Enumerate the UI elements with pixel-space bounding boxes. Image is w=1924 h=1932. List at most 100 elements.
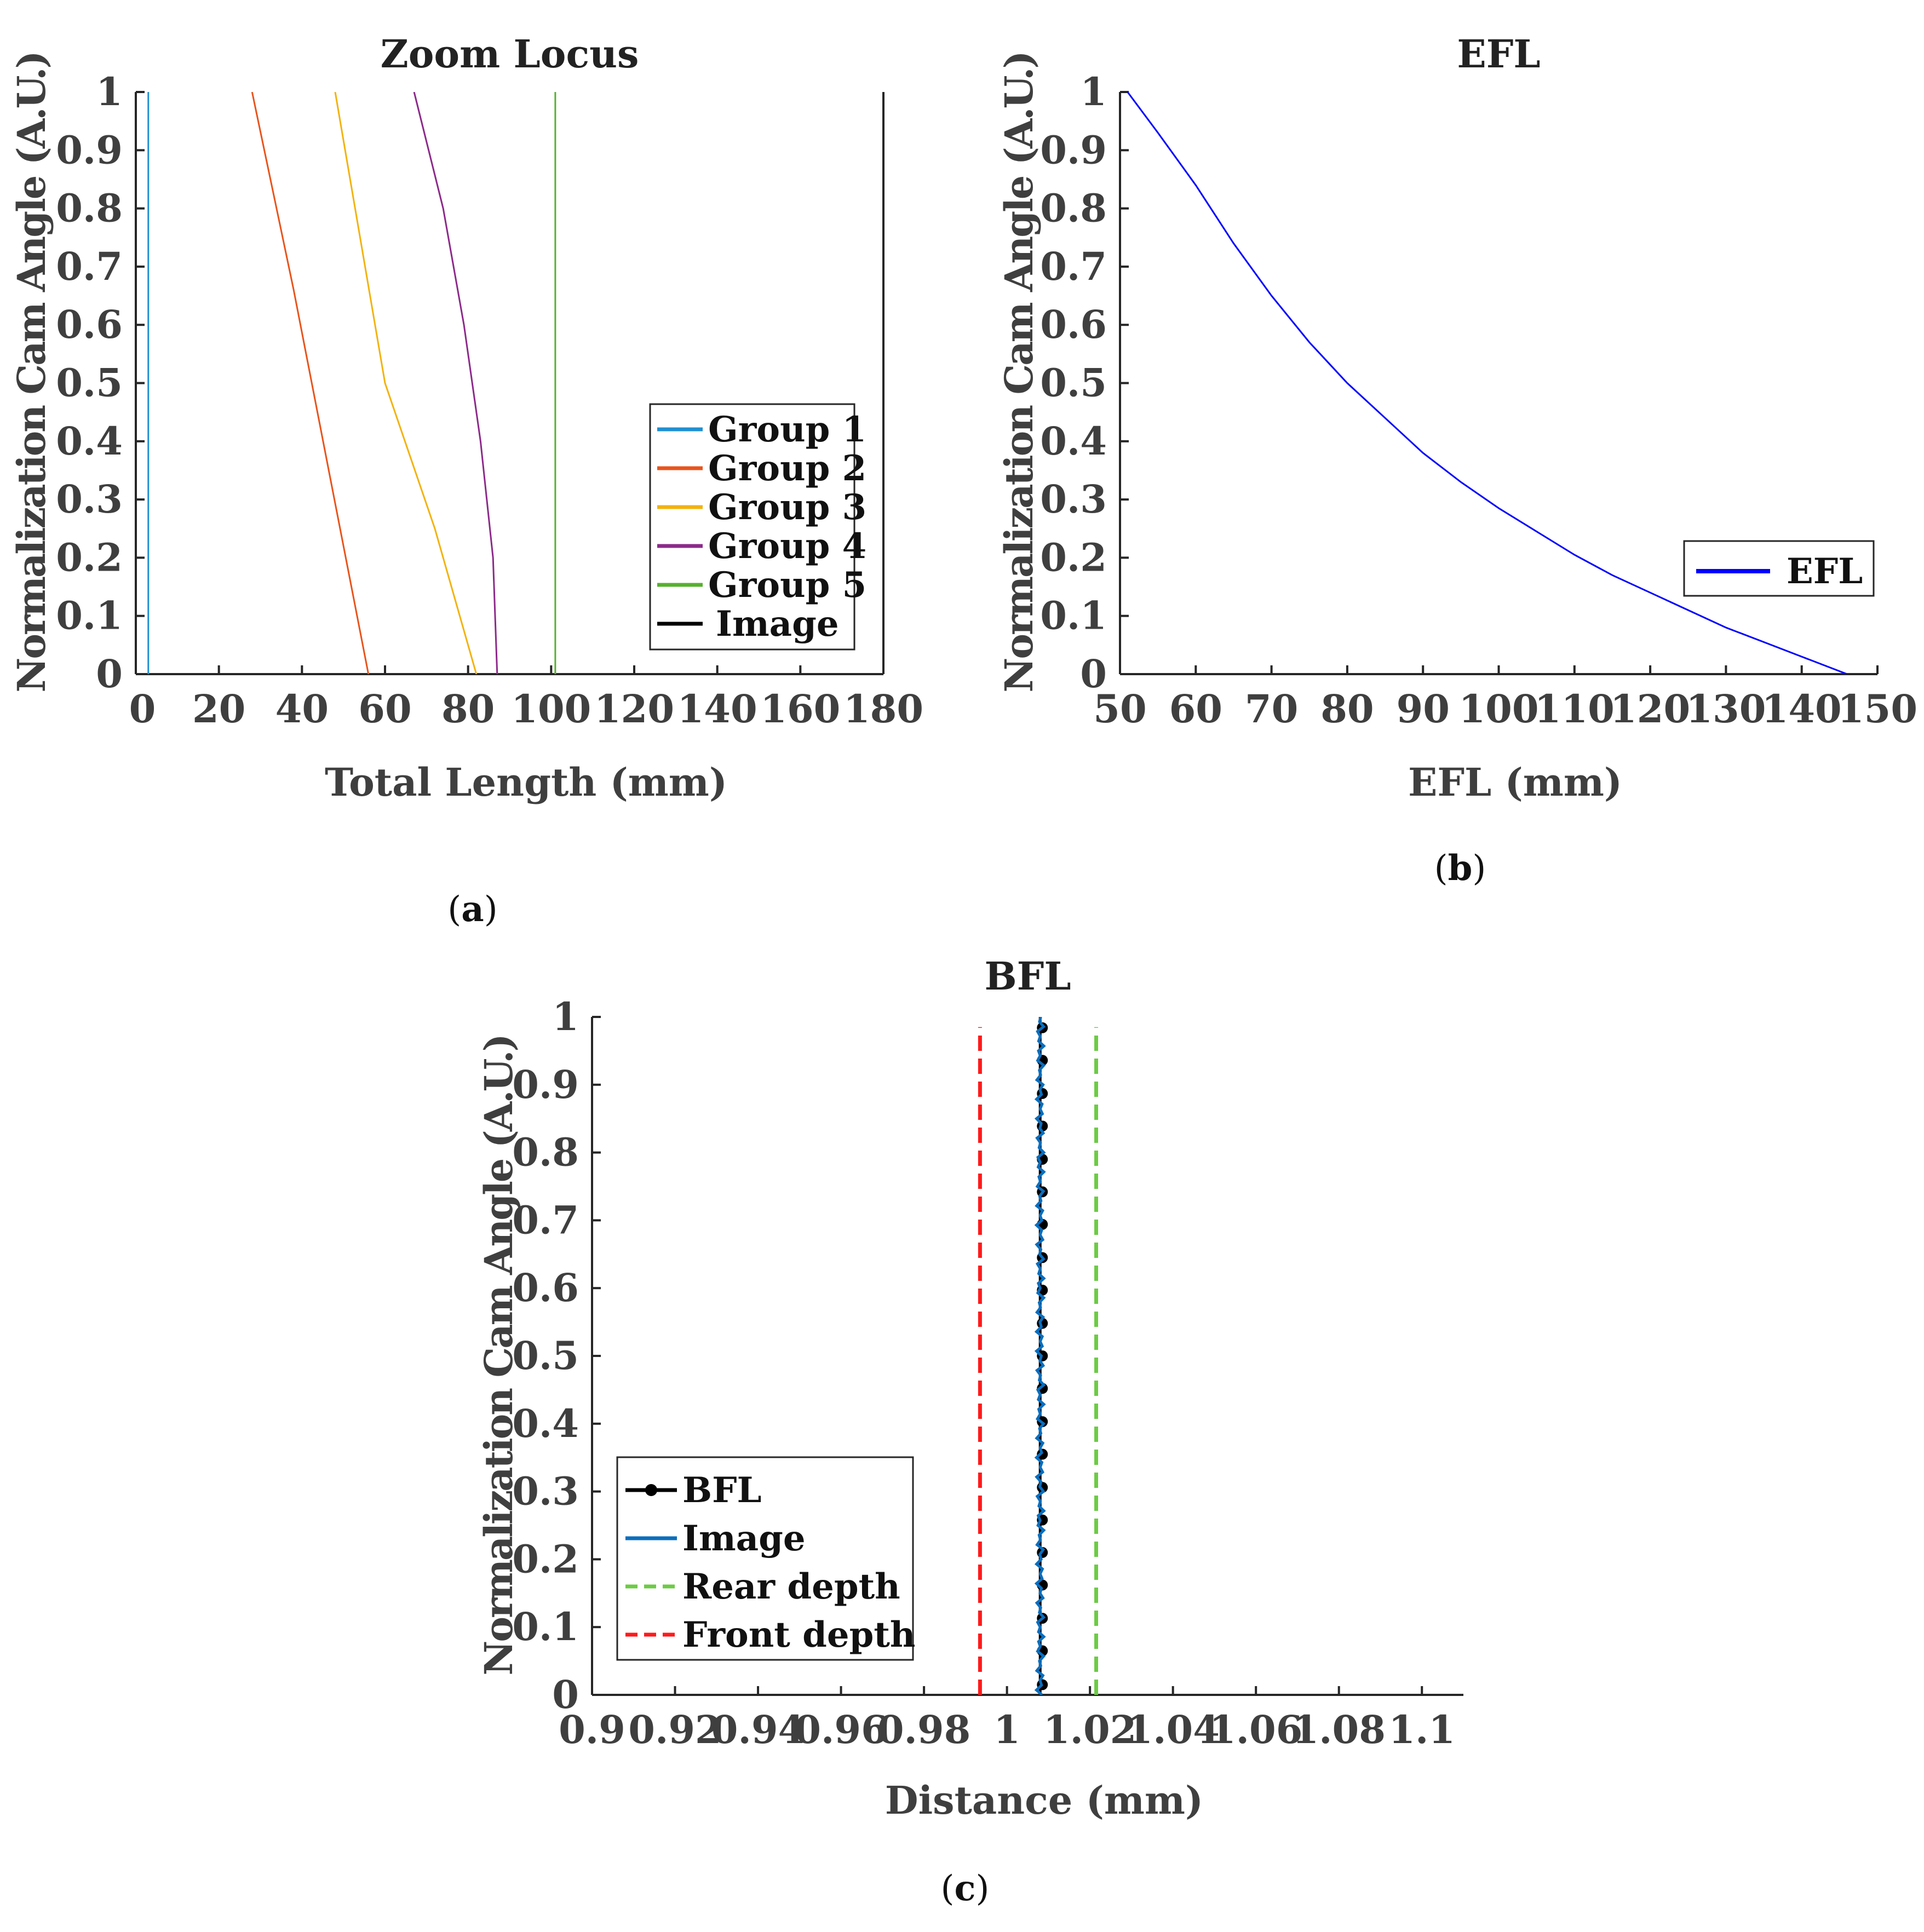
caption-letter: a: [461, 889, 484, 930]
legend-front-depth-label: Front depth: [682, 1614, 915, 1655]
y-tick-label: 0.9: [56, 127, 123, 173]
legend: EFL: [1683, 540, 1875, 597]
plot-area: [1127, 92, 1848, 674]
y-tick-label: 0.1: [1040, 593, 1107, 639]
y-tick-label: 0: [552, 1672, 579, 1717]
x-tick-label: 1: [993, 1707, 1020, 1752]
x-tick-label: 110: [1535, 686, 1615, 732]
chart-title: EFL: [1457, 31, 1540, 77]
y-tick-label: 0.4: [56, 418, 123, 464]
legend-bfl-label: BFL: [682, 1470, 762, 1511]
y-tick-label: 0.1: [512, 1604, 579, 1649]
x-tick-label: 0.92: [628, 1707, 722, 1752]
x-tick-label: 160: [760, 686, 840, 732]
caption-close: ): [484, 889, 498, 930]
x-tick-label: 20: [192, 686, 245, 732]
y-tick-label: 0: [1080, 651, 1107, 697]
y-tick-label: 0.2: [1040, 534, 1107, 580]
series-bfl-marker: [1037, 1448, 1048, 1460]
plot-area: [147, 92, 556, 674]
x-tick-label: 70: [1245, 686, 1298, 732]
y-tick-label: 0.2: [56, 534, 123, 580]
chart-bfl: 00.10.20.30.40.50.60.70.80.910.9 0.920.94…: [476, 953, 1463, 1909]
x-tick-label: 1.04: [1126, 1707, 1220, 1752]
legend-image-label: Image: [716, 603, 839, 645]
x-tick-label: 140: [1762, 686, 1842, 732]
y-tick-label: 0.7: [1040, 244, 1107, 289]
legend-group-1-label: Group 1: [708, 409, 866, 450]
y-tick-label: 0.7: [512, 1197, 579, 1243]
y-tick-label: 0.5: [512, 1333, 579, 1378]
x-tick-label: 120: [1610, 686, 1690, 732]
caption-close: ): [1472, 848, 1486, 889]
y-tick-label: 0.4: [1040, 418, 1107, 464]
x-tick-label: 60: [358, 686, 411, 732]
x-tick-label: 100: [1458, 686, 1538, 732]
y-tick-label: 0.3: [512, 1469, 579, 1514]
caption-letter: b: [1448, 848, 1473, 889]
y-tick-label: 0.8: [1040, 186, 1107, 231]
legend-group-2-label: Group 2: [708, 448, 866, 489]
chart-zoom-locus: 0 0.1 0.2 0.3 0.4 0.5 0.6 0.7 0.8 0.9 1 0 20 40 60 80 10…: [9, 31, 923, 930]
y-tick-label: 0: [96, 651, 123, 697]
x-tick-label: 100: [511, 686, 591, 732]
legend-group-5-label: Group 5: [708, 565, 866, 606]
legend-efl-label: EFL: [1787, 551, 1863, 592]
y-tick-label: 0.8: [56, 186, 123, 231]
series-group-4-line: [413, 92, 498, 674]
x-axis-label: Distance (mm): [885, 1778, 1203, 1823]
x-tick-label: 1.02: [1043, 1707, 1137, 1752]
x-axis-label: Total Length (mm): [325, 760, 727, 805]
y-tick-label: 0.6: [56, 302, 123, 347]
x-tick-label: 1.08: [1292, 1707, 1386, 1752]
y-tick-label: 1: [96, 69, 123, 114]
series-image-line: [1034, 1017, 1046, 1695]
x-tick-label: 140: [677, 686, 757, 732]
y-tick-label: 1: [1080, 69, 1107, 114]
caption-open: (: [1434, 848, 1448, 889]
caption-open: (: [447, 889, 461, 930]
legend-box: [649, 403, 855, 651]
x-tick-label: 50: [1093, 686, 1146, 732]
y-tick-label: 0.7: [56, 244, 123, 289]
x-tick-label: 80: [441, 686, 495, 732]
x-tick-label: 1.1: [1388, 1707, 1455, 1752]
x-axis-label: EFL (mm): [1408, 760, 1622, 805]
legend-group-4-label: Group 4: [708, 526, 866, 567]
x-tick-label: 120: [594, 686, 674, 732]
plot-area: [978, 1017, 1098, 1695]
chart-title: BFL: [984, 953, 1071, 999]
x-tick-label: 180: [843, 686, 923, 732]
subfigure-caption: (b): [1434, 848, 1486, 889]
x-tick-label: 40: [275, 686, 329, 732]
series-efl-line: [1127, 92, 1848, 674]
y-tick-label: 0.9: [1040, 127, 1107, 173]
x-tick-label: 150: [1837, 686, 1917, 732]
x-tick-label: 0: [129, 686, 156, 732]
y-tick-label: 0.3: [1040, 476, 1107, 522]
y-axis-label: Normalization Cam Angle (A.U.): [996, 52, 1042, 692]
legend-bfl-marker: [645, 1484, 657, 1496]
y-tick-label: 0.6: [1040, 302, 1107, 347]
y-tick-label: 0.9: [512, 1062, 579, 1107]
y-tick-label: 0.3: [56, 476, 123, 522]
series-group-2-line: [251, 92, 370, 674]
subfigure-caption: (a): [447, 889, 497, 930]
chart-title: Zoom Locus: [381, 31, 639, 77]
x-tick-label: 0.94: [711, 1707, 805, 1752]
legend-group-3-label: Group 3: [708, 487, 866, 528]
y-tick-label: 0.5: [1040, 360, 1107, 406]
series-group-3-line: [334, 92, 478, 674]
y-tick-label: 0.6: [512, 1265, 579, 1310]
legend-image-label: Image: [682, 1518, 806, 1559]
y-tick-label: 0.1: [56, 593, 123, 639]
caption-close: ): [975, 1868, 989, 1909]
y-tick-label: 1: [552, 994, 579, 1039]
legend: BFL Image Rear depth Front depth: [616, 1456, 915, 1661]
caption-open: (: [941, 1868, 955, 1909]
x-tick-label: 130: [1686, 686, 1766, 732]
legend-box: [1683, 540, 1875, 597]
